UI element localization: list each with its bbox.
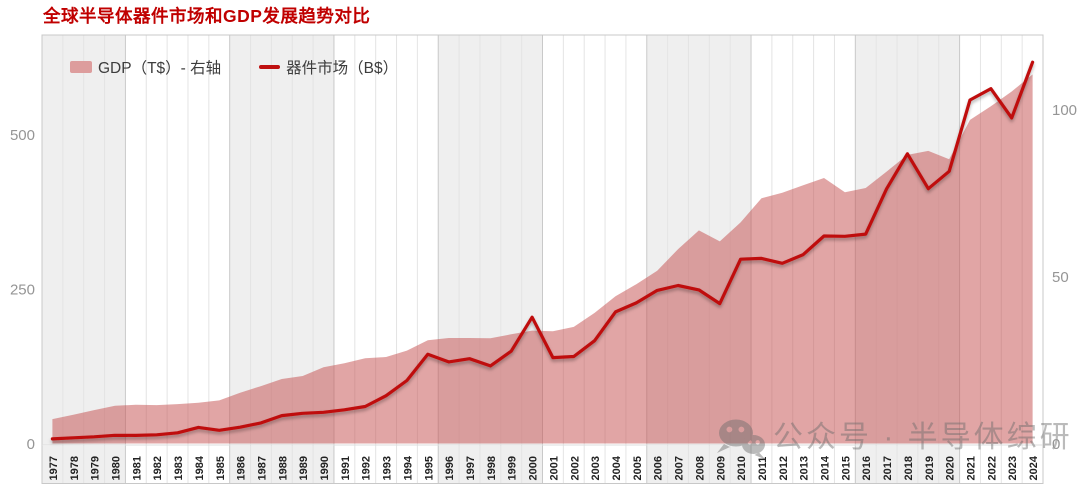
- legend-gdp-label: GDP（T$）- 右轴: [98, 60, 222, 77]
- svg-text:1997: 1997: [465, 456, 477, 480]
- svg-text:2008: 2008: [694, 456, 706, 480]
- svg-text:2013: 2013: [799, 456, 811, 480]
- legend-item-gdp[interactable]: GDP（T$）- 右轴: [70, 56, 221, 78]
- svg-text:2018: 2018: [903, 456, 915, 480]
- market-line-swatch-icon: [259, 65, 281, 69]
- svg-text:2017: 2017: [882, 456, 894, 480]
- svg-text:1980: 1980: [110, 456, 122, 480]
- svg-text:1999: 1999: [507, 456, 519, 480]
- watermark-text: 公众号 · 半导体综研: [773, 421, 1073, 454]
- x-axis-year-labels: 1977 1978 1979 1980 1981 1982 1983 1984 1985 1986…: [48, 455, 1040, 480]
- legend-item-market[interactable]: 器件市场（B$）: [259, 56, 398, 78]
- svg-text:1998: 1998: [486, 456, 498, 480]
- svg-text:1978: 1978: [69, 456, 81, 480]
- svg-text:1988: 1988: [277, 456, 289, 480]
- svg-text:2001: 2001: [548, 456, 560, 480]
- chart-title: 全球半导体器件市场和GDP发展趋势对比: [43, 6, 371, 26]
- svg-text:1979: 1979: [90, 456, 102, 480]
- svg-text:2010: 2010: [736, 456, 748, 480]
- svg-text:2024: 2024: [1028, 455, 1040, 480]
- svg-text:0: 0: [1052, 436, 1060, 453]
- svg-text:1982: 1982: [152, 456, 164, 480]
- svg-text:2020: 2020: [945, 456, 957, 480]
- svg-text:50: 50: [1052, 269, 1069, 286]
- svg-text:2005: 2005: [632, 456, 644, 480]
- gdp-area-series[interactable]: [52, 74, 1033, 444]
- svg-text:1993: 1993: [382, 456, 394, 480]
- legend: GDP（T$）- 右轴 器件市场（B$）: [70, 56, 398, 78]
- svg-text:1990: 1990: [319, 456, 331, 480]
- plot-border: [41, 34, 1044, 484]
- svg-text:2007: 2007: [674, 456, 686, 480]
- svg-text:0: 0: [27, 436, 35, 453]
- svg-text:1989: 1989: [298, 456, 310, 480]
- svg-text:1987: 1987: [256, 456, 268, 480]
- svg-text:100: 100: [1052, 102, 1077, 119]
- svg-text:2006: 2006: [653, 456, 665, 480]
- svg-text:1995: 1995: [423, 456, 435, 480]
- svg-text:2021: 2021: [966, 456, 978, 480]
- svg-text:1986: 1986: [236, 456, 248, 480]
- svg-text:500: 500: [10, 127, 35, 144]
- gdp-area-swatch-icon: [70, 61, 92, 73]
- axis-tick-labels: 0 250 500 0 50 100: [10, 102, 1077, 453]
- svg-text:1984: 1984: [194, 455, 206, 480]
- svg-text:2000: 2000: [528, 456, 540, 480]
- svg-text:1977: 1977: [48, 456, 60, 480]
- svg-text:2012: 2012: [778, 456, 790, 480]
- svg-text:2022: 2022: [986, 456, 998, 480]
- svg-text:2014: 2014: [820, 455, 832, 480]
- svg-text:1992: 1992: [361, 456, 373, 480]
- svg-text:2003: 2003: [590, 456, 602, 480]
- legend-market-label: 器件市场（B$）: [286, 60, 399, 77]
- svg-text:1983: 1983: [173, 456, 185, 480]
- svg-text:1991: 1991: [340, 456, 352, 480]
- svg-text:1996: 1996: [444, 456, 456, 480]
- svg-text:1985: 1985: [215, 456, 227, 480]
- svg-text:2009: 2009: [715, 456, 727, 480]
- svg-text:2016: 2016: [861, 456, 873, 480]
- svg-text:2011: 2011: [757, 457, 769, 481]
- svg-text:1994: 1994: [402, 455, 414, 480]
- svg-text:1981: 1981: [131, 456, 143, 480]
- watermark: 公众号 · 半导体综研: [717, 419, 1073, 460]
- wechat-icon: [717, 419, 766, 460]
- svg-text:250: 250: [10, 282, 35, 299]
- svg-text:2004: 2004: [611, 455, 623, 480]
- svg-text:2002: 2002: [569, 456, 581, 480]
- svg-text:2023: 2023: [1007, 456, 1019, 480]
- device-market-line-series[interactable]: [50, 60, 1035, 441]
- svg-text:2015: 2015: [840, 456, 852, 480]
- svg-text:2019: 2019: [924, 456, 936, 480]
